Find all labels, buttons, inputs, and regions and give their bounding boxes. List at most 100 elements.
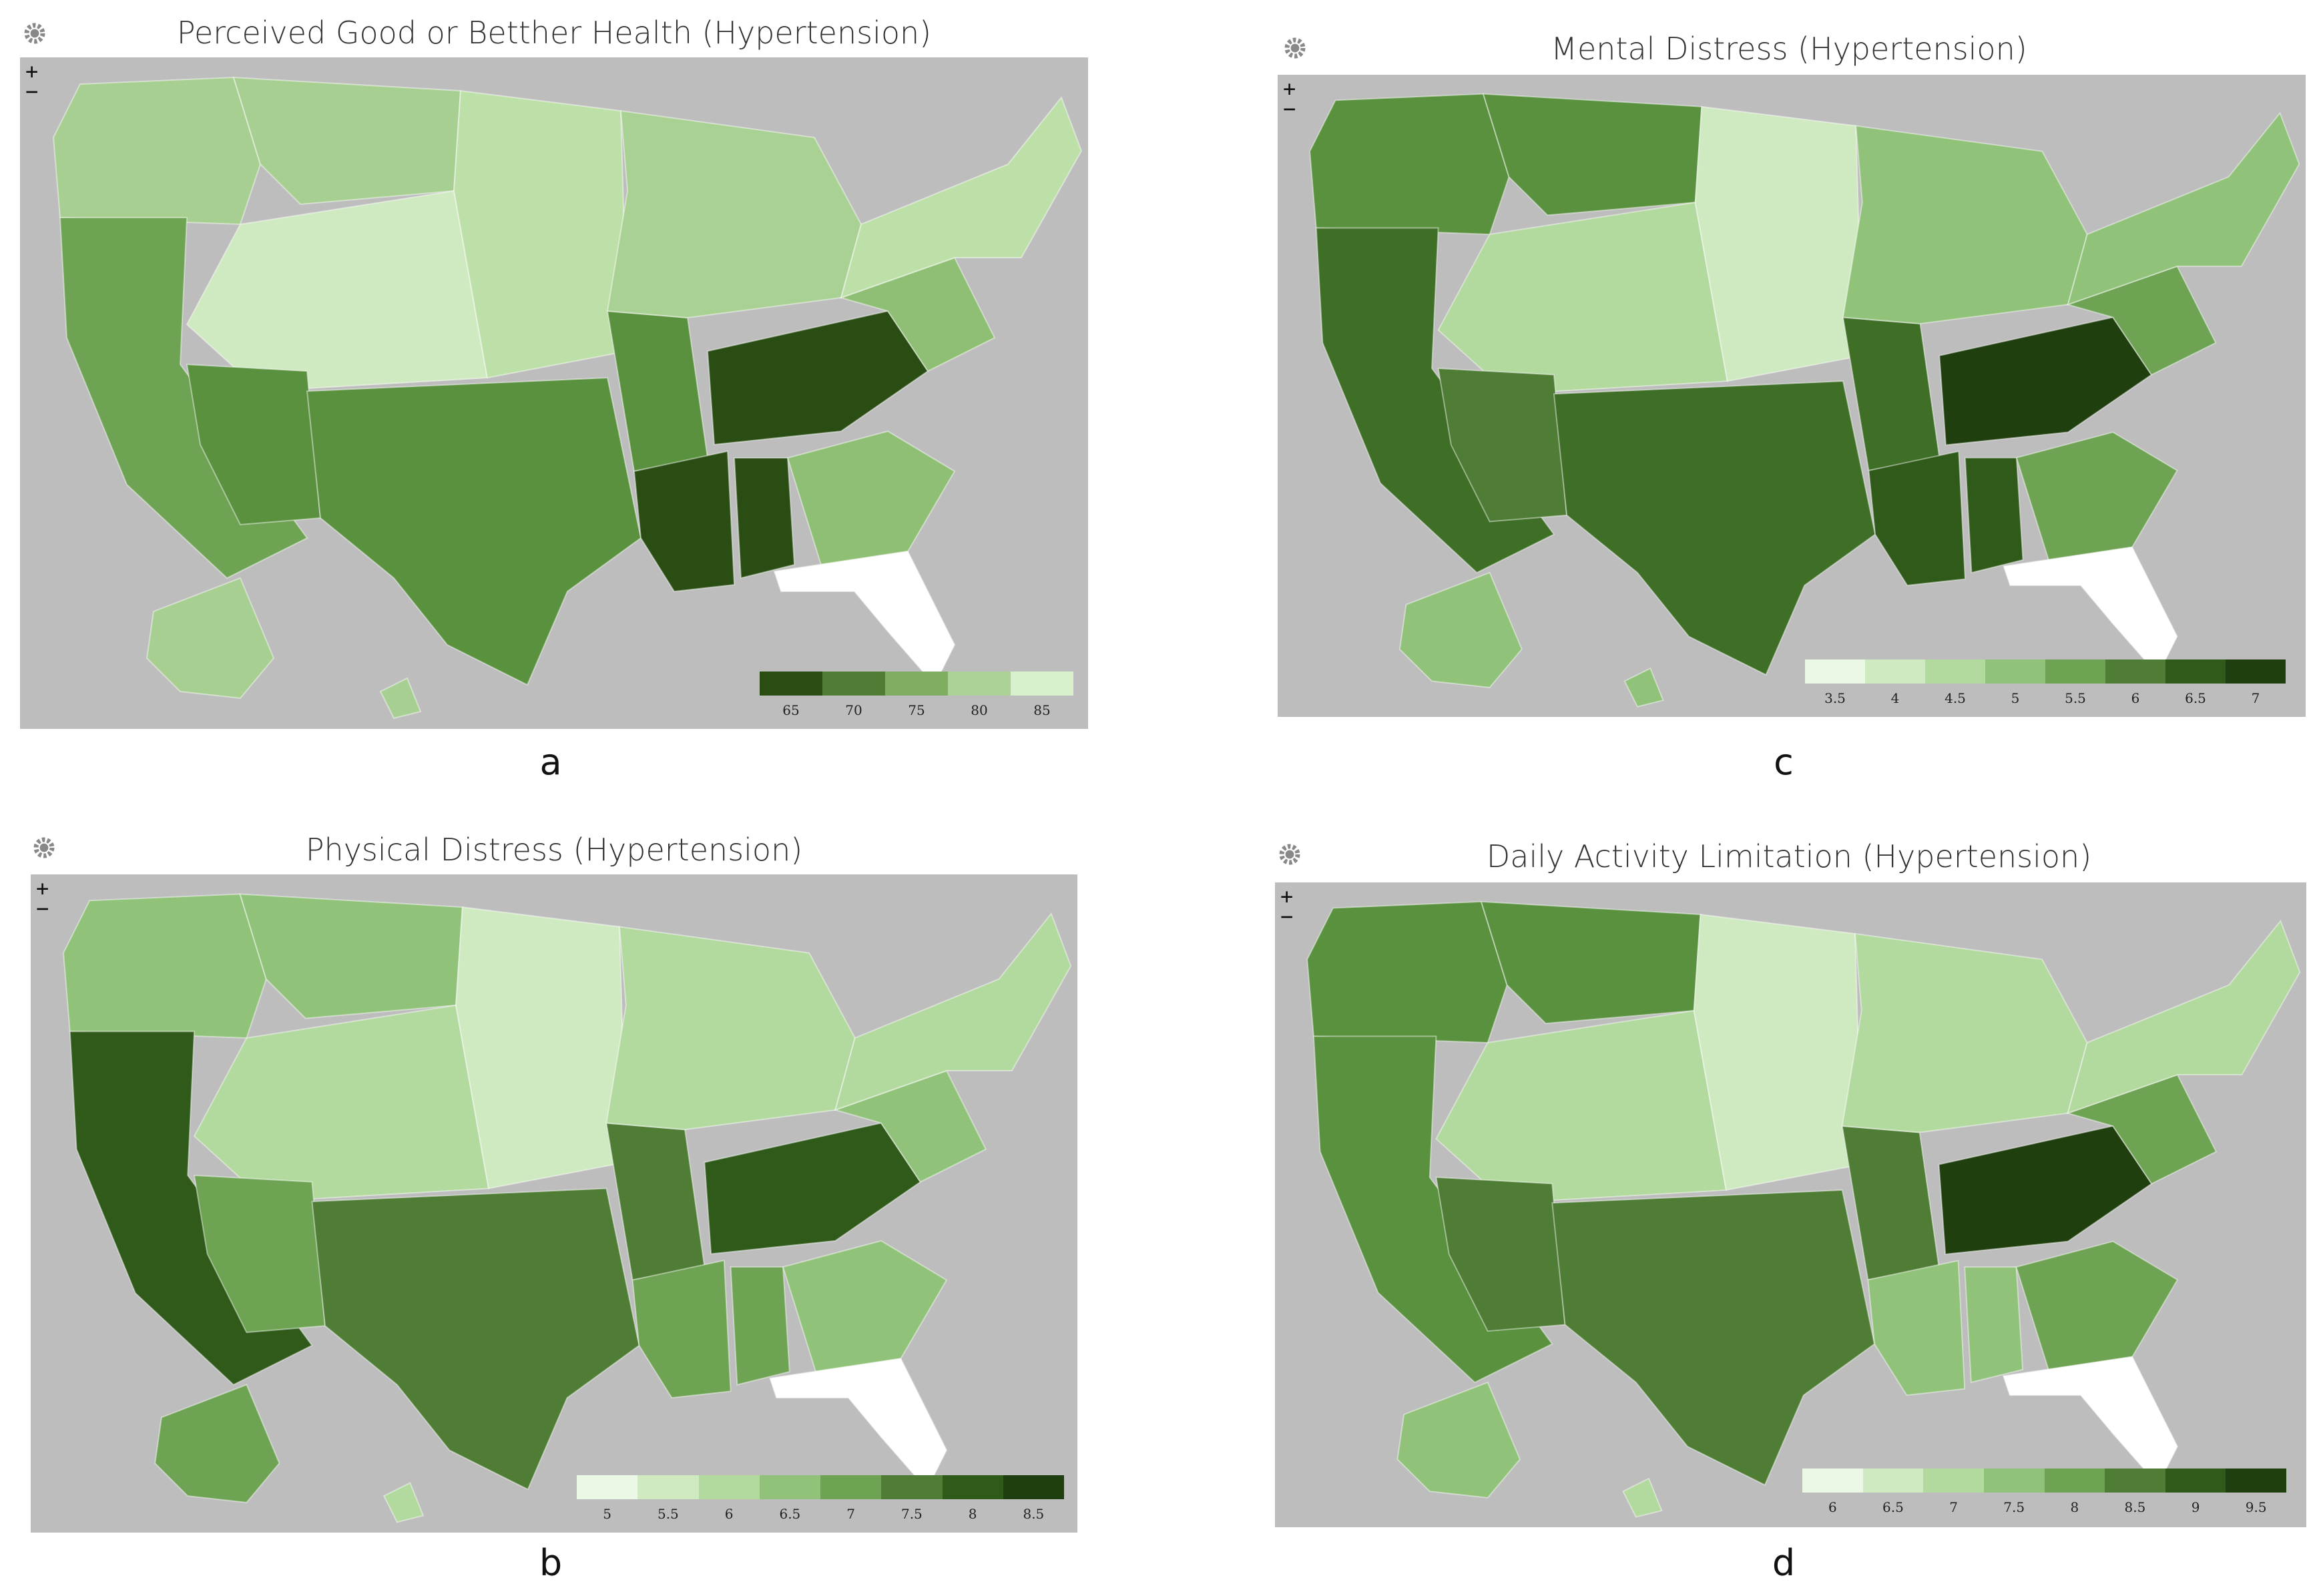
legend-label: 6 — [2131, 690, 2140, 706]
legend-label: 7 — [846, 1506, 855, 1522]
region-southeast[interactable] — [2015, 1240, 2179, 1370]
zoom-out-button[interactable]: − — [36, 896, 49, 921]
region-appalachia[interactable] — [704, 1122, 922, 1255]
panel-caption: c — [1774, 741, 1794, 783]
region-southeast[interactable] — [782, 1240, 948, 1372]
gear-icon[interactable] — [1282, 35, 1308, 61]
legend-swatch — [2226, 659, 2286, 684]
region-northeast[interactable] — [834, 912, 1072, 1111]
legend-swatch — [577, 1475, 638, 1499]
gear-icon[interactable] — [1276, 841, 1303, 868]
region-northeast[interactable] — [2067, 919, 2301, 1115]
region-south_central[interactable] — [1551, 1189, 1876, 1486]
legend-swatch — [1805, 659, 1865, 684]
region-south_central[interactable] — [1553, 380, 1876, 676]
region-deep_south[interactable] — [730, 1266, 790, 1386]
region-southeast[interactable] — [786, 430, 956, 566]
legend-label: 5 — [2011, 690, 2020, 706]
panel-caption: a — [539, 741, 562, 783]
region-mountain[interactable] — [1435, 1009, 1728, 1204]
legend-swatch — [942, 1475, 1003, 1499]
zoom-in-button[interactable]: + — [36, 876, 49, 901]
region-alaska[interactable] — [1396, 1381, 1521, 1499]
region-hawaii[interactable] — [1622, 1477, 1663, 1518]
region-florida[interactable] — [2002, 1356, 2178, 1487]
map-canvas[interactable]: + − 5 5.5 6 6.5 7 7.5 8 8.5 — [31, 874, 1077, 1533]
region-appalachia[interactable] — [706, 310, 929, 446]
region-south_central[interactable] — [306, 376, 642, 686]
region-florida[interactable] — [773, 550, 956, 686]
zoom-out-button[interactable]: − — [1283, 96, 1296, 121]
map-canvas[interactable]: + − 3.5 4 4.5 5 5.5 6 6.5 7 — [1278, 75, 2306, 717]
region-southeast[interactable] — [2015, 431, 2178, 561]
region-alaska[interactable] — [154, 1384, 280, 1503]
region-northeast[interactable] — [2067, 111, 2300, 306]
zoom-in-button[interactable]: + — [25, 59, 39, 84]
region-deep_south[interactable] — [631, 1260, 732, 1399]
map-canvas[interactable]: + − 6 6.5 7 7.5 8 8.5 9 9.5 — [1275, 882, 2306, 1527]
map-canvas[interactable]: + − 65 70 75 80 85 — [20, 57, 1088, 729]
zoom-in-button[interactable]: + — [1280, 884, 1294, 909]
region-northwest[interactable] — [1309, 93, 1510, 236]
region-northwest[interactable] — [239, 893, 463, 1019]
legend: 5 5.5 6 6.5 7 7.5 8 8.5 — [577, 1475, 1064, 1522]
region-florida[interactable] — [769, 1358, 948, 1491]
panel-caption: d — [1772, 1542, 1796, 1584]
region-alaska[interactable] — [1398, 571, 1523, 689]
region-alaska[interactable] — [146, 577, 275, 700]
region-mountain[interactable] — [193, 1004, 490, 1203]
region-south_central[interactable] — [311, 1187, 640, 1491]
region-plains[interactable] — [1693, 913, 1862, 1191]
legend-swatch — [2165, 659, 2226, 684]
region-deep_south[interactable] — [1868, 451, 1966, 587]
region-northwest[interactable] — [1482, 93, 1703, 216]
legend-swatch — [698, 1475, 760, 1499]
gear-icon[interactable] — [21, 20, 48, 47]
region-deep_south[interactable] — [1867, 1260, 1966, 1396]
region-southwest[interactable] — [193, 1174, 326, 1334]
legend-swatch — [759, 1475, 820, 1499]
legend-swatch — [1011, 672, 1073, 696]
legend-label: 8.5 — [2124, 1499, 2146, 1515]
zoom-out-button[interactable]: − — [25, 79, 39, 104]
region-midwest[interactable] — [1842, 125, 2088, 324]
region-appalachia[interactable] — [1939, 316, 2153, 446]
zoom-in-button[interactable]: + — [1283, 76, 1296, 101]
region-southwest[interactable] — [1435, 1176, 1566, 1332]
region-midwest[interactable] — [606, 109, 862, 319]
region-midwest[interactable] — [1841, 933, 2088, 1133]
region-northwest[interactable] — [1480, 900, 1702, 1025]
region-hawaii[interactable] — [379, 677, 422, 720]
region-deep_south[interactable] — [1964, 1266, 2024, 1384]
gear-icon[interactable] — [31, 834, 57, 861]
legend-label: 80 — [971, 702, 988, 718]
region-deep_south[interactable] — [633, 450, 736, 593]
region-florida[interactable] — [2003, 546, 2178, 676]
region-hawaii[interactable] — [382, 1482, 425, 1523]
region-southwest[interactable] — [1437, 367, 1568, 523]
region-northwest[interactable] — [52, 76, 262, 226]
region-deep_south[interactable] — [733, 457, 796, 579]
region-northwest[interactable] — [63, 893, 267, 1039]
legend-swatch — [881, 1475, 943, 1499]
zoom-controls: + − — [1280, 884, 1294, 929]
zoom-out-button[interactable]: − — [1280, 904, 1294, 929]
region-northwest[interactable] — [1306, 900, 1508, 1044]
region-mountain[interactable] — [186, 190, 489, 392]
region-plains[interactable] — [455, 906, 627, 1189]
legend-swatch — [1865, 659, 1925, 684]
region-northeast[interactable] — [840, 96, 1083, 299]
legend-swatch — [948, 672, 1011, 696]
region-northwest[interactable] — [232, 76, 462, 206]
region-appalachia[interactable] — [1938, 1125, 2153, 1255]
panel-c: Mental Distress (Hypertension) + − 3.5 4 4… — [1262, 0, 2321, 801]
legend-label: 9.5 — [2245, 1499, 2267, 1515]
region-plains[interactable] — [453, 89, 629, 379]
region-midwest[interactable] — [605, 926, 856, 1131]
region-deep_south[interactable] — [1964, 457, 2024, 574]
region-hawaii[interactable] — [1623, 668, 1664, 708]
region-southwest[interactable] — [186, 363, 322, 526]
region-mountain[interactable] — [1437, 202, 1728, 395]
region-plains[interactable] — [1694, 105, 1863, 382]
legend-swatch — [760, 672, 822, 696]
